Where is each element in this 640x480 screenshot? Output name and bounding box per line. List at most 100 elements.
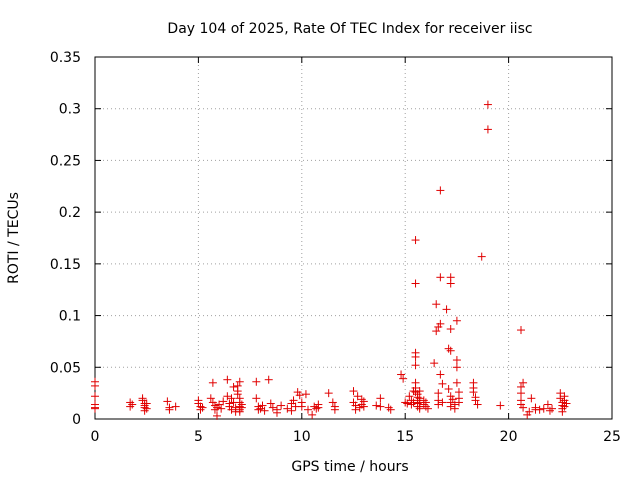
data-point [411, 236, 420, 245]
x-tick-label: 25 [603, 429, 621, 445]
y-tick-label: 0.05 [50, 360, 81, 376]
data-point [252, 377, 261, 386]
data-point [415, 387, 424, 396]
data-point [217, 404, 226, 413]
data-point [235, 407, 244, 416]
data-point [264, 375, 273, 384]
data-point [206, 394, 215, 403]
data-point [349, 387, 358, 396]
data-point [376, 402, 385, 411]
data-point [314, 403, 323, 412]
data-point [312, 404, 321, 413]
data-point [477, 252, 486, 261]
data-point [535, 405, 544, 414]
data-point [196, 405, 205, 414]
data-points [91, 100, 571, 420]
data-point [411, 352, 420, 361]
data-point [376, 394, 385, 403]
data-point [473, 400, 482, 409]
data-point [423, 404, 432, 413]
x-tick-label: 10 [293, 429, 311, 445]
data-point [421, 402, 430, 411]
data-point [252, 394, 261, 403]
data-point [223, 375, 232, 384]
data-point [330, 405, 339, 414]
data-point [227, 394, 236, 403]
data-point [308, 410, 317, 419]
data-point [562, 399, 571, 408]
y-tick-label: 0.3 [59, 102, 81, 118]
data-point [324, 389, 333, 398]
y-axis-label: ROTI / TECUs [6, 192, 22, 284]
data-point [436, 186, 445, 195]
data-point [446, 325, 455, 334]
data-point [401, 398, 410, 407]
data-point [301, 390, 310, 399]
data-point [543, 400, 552, 409]
data-point [91, 392, 99, 401]
x-tick-label: 20 [500, 429, 518, 445]
data-point [558, 407, 567, 416]
data-point [483, 125, 492, 134]
data-point [260, 406, 269, 415]
plot-border [94, 56, 613, 420]
y-tick-label: 0.1 [59, 309, 81, 325]
data-point [223, 392, 232, 401]
data-point [165, 405, 174, 414]
data-point [438, 379, 447, 388]
data-point [310, 402, 319, 411]
data-point [525, 407, 534, 416]
data-point [452, 316, 461, 325]
x-axis-label: GPS time / hours [291, 459, 408, 475]
data-point [289, 396, 298, 405]
data-point [254, 405, 263, 414]
data-point [446, 279, 455, 288]
data-point [304, 405, 313, 414]
data-point [483, 100, 492, 109]
data-point [386, 405, 395, 414]
data-point [403, 399, 412, 408]
data-point [219, 397, 228, 406]
data-point [446, 402, 455, 411]
data-point [397, 370, 406, 379]
y-tick-label: 0.15 [50, 257, 81, 273]
data-point [268, 403, 277, 412]
data-point [277, 401, 286, 410]
data-point [210, 405, 219, 414]
data-point [235, 377, 244, 386]
data-point [556, 394, 565, 403]
data-point [432, 327, 441, 336]
data-point [517, 389, 526, 398]
data-point [405, 392, 414, 401]
data-point [419, 400, 428, 409]
data-point [548, 404, 557, 413]
plot-frame [94, 56, 613, 420]
data-point [545, 406, 554, 415]
data-point [411, 279, 420, 288]
data-point [399, 374, 408, 383]
data-point [411, 361, 420, 370]
data-point [446, 346, 455, 355]
data-point [208, 378, 217, 387]
data-point [448, 395, 457, 404]
data-point [438, 398, 447, 407]
data-point [442, 305, 451, 314]
data-point [450, 404, 459, 413]
data-point [258, 401, 267, 410]
data-point [407, 400, 416, 409]
y-tick-label: 0.25 [50, 153, 81, 169]
data-point [384, 403, 393, 412]
data-point [140, 406, 149, 415]
data-point [128, 400, 137, 409]
data-point [434, 400, 443, 409]
y-tick-label: 0 [72, 412, 81, 428]
data-point [266, 399, 275, 408]
data-point [233, 390, 242, 399]
data-point [527, 394, 536, 403]
data-point [496, 401, 505, 410]
data-point [434, 389, 443, 398]
data-point [237, 403, 246, 412]
y-tick-label: 0.35 [50, 50, 81, 66]
data-point [213, 411, 222, 420]
